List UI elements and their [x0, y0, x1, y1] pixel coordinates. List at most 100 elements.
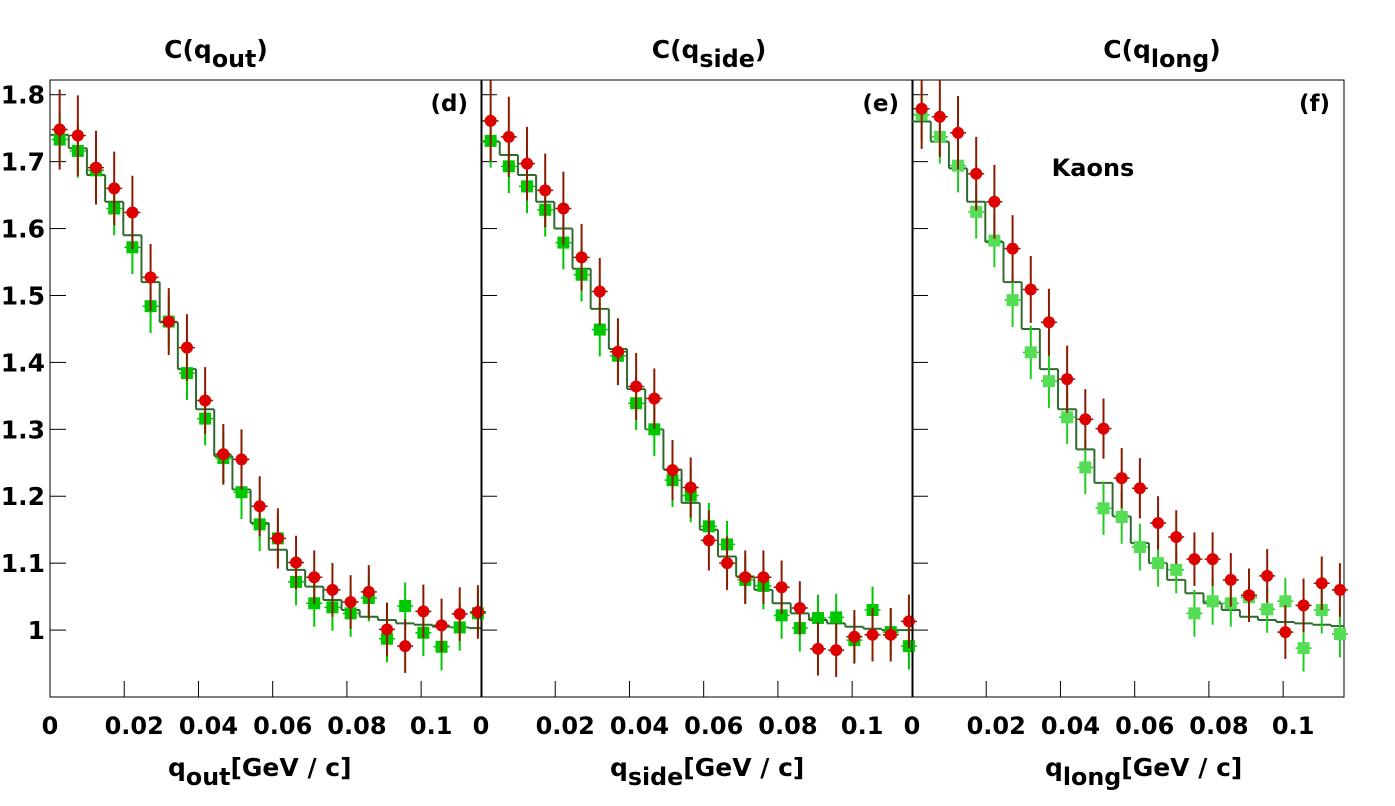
data-point — [1315, 577, 1328, 590]
data-point — [253, 500, 266, 513]
x-tick-label: 0.02 — [536, 712, 595, 740]
data-point — [848, 630, 861, 643]
data-point — [180, 341, 193, 354]
x-tick-label: 0 — [904, 712, 921, 740]
data-point — [453, 608, 466, 621]
x-tick-label: 0.06 — [684, 712, 743, 740]
annotation: Kaons — [1052, 154, 1135, 182]
data-point — [1152, 557, 1165, 570]
data-point — [970, 205, 983, 218]
data-point — [326, 583, 339, 596]
plot-frame — [480, 79, 914, 698]
data-point — [1006, 242, 1019, 255]
data-point — [830, 611, 843, 624]
data-point — [988, 234, 1001, 247]
data-point — [793, 601, 806, 614]
data-point — [108, 182, 121, 195]
data-point — [235, 453, 248, 466]
x-tick-label: 0.06 — [1115, 712, 1174, 740]
x-tick-label: 0.08 — [1189, 712, 1248, 740]
data-point — [575, 251, 588, 264]
y-tick-label: 1.7 — [1, 148, 45, 177]
data-point — [757, 571, 770, 584]
data-point — [1297, 642, 1310, 655]
x-axis-label-main: q — [1045, 753, 1063, 782]
data-point — [1061, 411, 1074, 424]
data-point — [915, 102, 928, 115]
data-point — [775, 609, 788, 622]
y-tick-label: 1.4 — [1, 348, 45, 377]
x-axis-label: qside[GeV / c] — [610, 753, 804, 791]
chart-title-main: C(q — [1103, 35, 1151, 64]
data-point — [217, 448, 230, 461]
data-point — [611, 345, 624, 358]
x-axis-label: qout[GeV / c] — [168, 753, 352, 791]
data-point — [739, 571, 752, 584]
chart-title-end: ) — [755, 35, 766, 64]
data-point — [593, 285, 606, 298]
data-point — [362, 585, 375, 598]
data-point — [702, 534, 715, 547]
x-axis-label-sub: long — [1063, 763, 1121, 791]
data-point — [1333, 628, 1346, 641]
data-point — [830, 644, 843, 657]
data-point — [199, 394, 212, 407]
data-point — [539, 184, 552, 197]
data-point — [970, 167, 983, 180]
data-point — [1206, 595, 1219, 608]
data-point — [1042, 316, 1055, 329]
data-point — [557, 202, 570, 215]
data-point — [630, 380, 643, 393]
data-point — [484, 114, 497, 127]
data-point — [1188, 607, 1201, 620]
data-point — [1115, 510, 1128, 523]
data-point — [308, 571, 321, 584]
x-tick-label: 0.1 — [1272, 712, 1315, 740]
data-point — [1261, 569, 1274, 582]
chart-title-sub: side — [699, 45, 754, 73]
chart-title-end: ) — [256, 35, 267, 64]
data-point — [952, 126, 965, 139]
data-point — [235, 486, 248, 499]
x-axis-label-main: q — [610, 753, 628, 782]
data-point — [593, 323, 606, 336]
data-point — [775, 581, 788, 594]
data-point — [399, 599, 412, 612]
data-point — [344, 595, 357, 608]
data-point — [290, 556, 303, 569]
y-tick-label: 1.2 — [1, 482, 45, 511]
data-point — [521, 157, 534, 170]
data-point — [902, 615, 915, 628]
x-tick-label: 0.1 — [410, 712, 453, 740]
data-point — [1061, 373, 1074, 386]
panel-label: (f) — [1299, 91, 1330, 117]
plot-frame — [49, 79, 483, 698]
x-axis-label-sub: side — [628, 763, 683, 791]
y-tick-label: 1.1 — [1, 549, 45, 578]
data-point — [1152, 517, 1165, 530]
data-point — [1170, 531, 1183, 544]
x-tick-label: 0.08 — [327, 712, 386, 740]
x-tick-label: 0.04 — [610, 712, 669, 740]
data-point — [1206, 553, 1219, 566]
panel-label: (d) — [431, 91, 469, 117]
y-tick-label: 1.3 — [1, 415, 45, 444]
data-point — [271, 532, 284, 545]
chart-title-end: ) — [1209, 35, 1220, 64]
plot-frame — [911, 79, 1345, 698]
data-point — [1224, 573, 1237, 586]
x-tick-label: 0.1 — [841, 712, 884, 740]
x-axis-label-end: [GeV / c] — [230, 753, 351, 782]
data-point — [1024, 283, 1037, 296]
data-point — [1297, 599, 1310, 612]
x-axis-label-end: [GeV / c] — [683, 753, 804, 782]
data-point — [1097, 422, 1110, 435]
data-point — [1024, 346, 1037, 359]
data-point — [988, 195, 1001, 208]
data-point — [126, 206, 139, 219]
data-point — [684, 481, 697, 494]
x-tick-label: 0.02 — [967, 712, 1026, 740]
x-tick-label: 0.04 — [1041, 712, 1100, 740]
data-point — [666, 464, 679, 477]
data-point — [1079, 413, 1092, 426]
